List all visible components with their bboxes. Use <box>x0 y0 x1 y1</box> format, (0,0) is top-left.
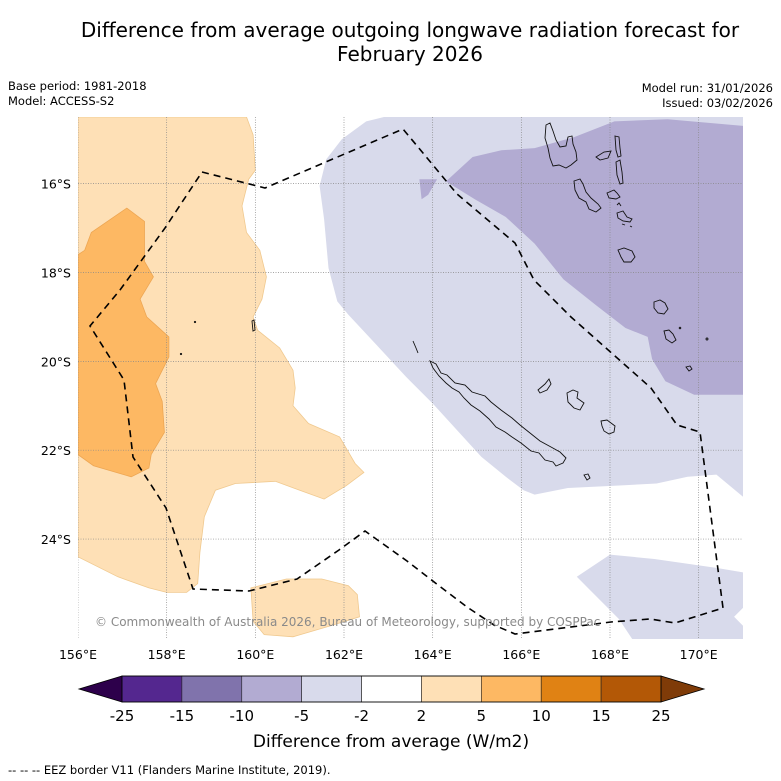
lat-label: 20°S <box>41 354 71 369</box>
colorbar-segment <box>121 675 183 703</box>
region-west-positive-5to10 <box>78 207 170 478</box>
colorbar-tick-label: -25 <box>110 707 135 725</box>
colorbar-tick-label: 5 <box>477 707 487 725</box>
colorbar-extend-low <box>77 675 123 703</box>
model-name: Model: ACCESS-S2 <box>8 94 115 108</box>
coastline-islet-1 <box>678 326 682 330</box>
latitude-labels: 16°S 18°S 20°S 22°S 24°S <box>41 177 71 547</box>
colorbar-tick-label: 10 <box>532 707 551 725</box>
lat-label: 18°S <box>41 265 71 280</box>
anomaly-regions <box>78 117 743 639</box>
coastline-isle-of-pines <box>583 473 591 481</box>
coastline-islet-3 <box>179 352 183 356</box>
colorbar-extend-high <box>660 675 706 703</box>
lat-label: 22°S <box>41 443 71 458</box>
coastline-efate <box>616 210 633 223</box>
coastline-maewo <box>614 135 622 158</box>
lon-label: 164°E <box>414 647 452 662</box>
chart-title: Difference from average outgoing longwav… <box>0 18 781 66</box>
coastline-mare <box>600 419 616 435</box>
region-southeast-negative-2to5 <box>576 554 743 639</box>
map-area: © Commonwealth of Australia 2026, Bureau… <box>78 117 743 639</box>
base-period: Base period: 1981-2018 <box>8 79 147 93</box>
lon-label: 160°E <box>236 647 274 662</box>
colorbar-segment <box>540 675 602 703</box>
colorbar-tick-label: -10 <box>230 707 255 725</box>
colorbar-tick-label: 2 <box>417 707 427 725</box>
coastline-islet-2 <box>193 320 197 324</box>
coastline-malekula <box>573 178 602 213</box>
coastline-ouvea <box>537 378 552 394</box>
region-west-positive-2to5 <box>78 117 365 593</box>
colorbar-title: Difference from average (W/m2) <box>253 732 529 752</box>
lon-label: 170°E <box>680 647 718 662</box>
coastline-tanna <box>653 299 669 315</box>
eez-border <box>89 128 724 635</box>
region-small-negative-5to10-patch <box>419 179 438 200</box>
coastlines <box>179 122 709 481</box>
meta-right: Model run: 31/01/2026 Issued: 03/02/2026 <box>642 81 773 111</box>
coastline-espiritu-santo <box>544 122 578 169</box>
region-east-negative-5to10 <box>446 119 743 395</box>
colorbar-outline <box>121 675 662 703</box>
gridlines <box>78 117 743 639</box>
meta-left: Base period: 1981-2018 Model: ACCESS-S2 <box>8 79 147 109</box>
coastline-aneityum <box>663 329 677 344</box>
coastline-ambae <box>595 150 612 161</box>
colorbar-segment <box>181 675 243 703</box>
issued-date: Issued: 03/02/2026 <box>662 96 773 110</box>
colorbar-tick-label: 25 <box>651 707 670 725</box>
longitude-labels: 156°E 158°E 160°E 162°E 164°E 166°E 168°E 170°E <box>59 647 718 662</box>
coastline-new-caledonia <box>429 360 567 467</box>
colorbar-segment <box>421 675 482 703</box>
colorbar-tick-label: -5 <box>294 707 309 725</box>
lon-label: 156°E <box>59 647 97 662</box>
coastline-belep-islet <box>412 340 419 354</box>
coastline-erromango <box>617 247 636 263</box>
lon-label: 168°E <box>591 647 629 662</box>
coastline-lifou <box>566 389 585 411</box>
colorbar-tick-label: 15 <box>592 707 611 725</box>
colorbar-tick-label: -2 <box>354 707 369 725</box>
colorbar-segment <box>600 675 662 703</box>
colorbar: -25 -15 -10 -5 -2 2 5 10 15 25 <box>77 675 706 725</box>
coastline-pentecost <box>615 159 624 185</box>
coastline-ambrym <box>606 189 621 200</box>
eez-footnote: -- -- -- EEZ border V11 (Flanders Marine… <box>8 763 331 777</box>
colorbar-segment <box>481 675 542 703</box>
colorbar-segment <box>241 675 302 703</box>
lon-label: 158°E <box>148 647 186 662</box>
colorbar-segment <box>361 675 422 703</box>
lat-label: 16°S <box>41 177 71 192</box>
title-line-2: February 2026 <box>337 42 483 66</box>
model-run: Model run: 31/01/2026 <box>641 81 773 95</box>
lon-label: 166°E <box>502 647 540 662</box>
lon-label: 162°E <box>325 647 363 662</box>
coastline-epi <box>616 202 622 207</box>
colorbar-tick-label: -15 <box>170 707 195 725</box>
coastline-matthew-island <box>685 365 693 372</box>
copyright-notice: © Commonwealth of Australia 2026, Bureau… <box>95 615 600 629</box>
coastline-hunter-island <box>705 337 709 341</box>
colorbar-segment <box>301 675 362 703</box>
coastline-shepherd-islets <box>621 223 633 228</box>
coastline-chesterfield <box>251 319 256 332</box>
region-south-positive-2to5 <box>250 578 360 638</box>
lat-label: 24°S <box>41 532 71 547</box>
title-line-1: Difference from average outgoing longwav… <box>80 18 740 42</box>
